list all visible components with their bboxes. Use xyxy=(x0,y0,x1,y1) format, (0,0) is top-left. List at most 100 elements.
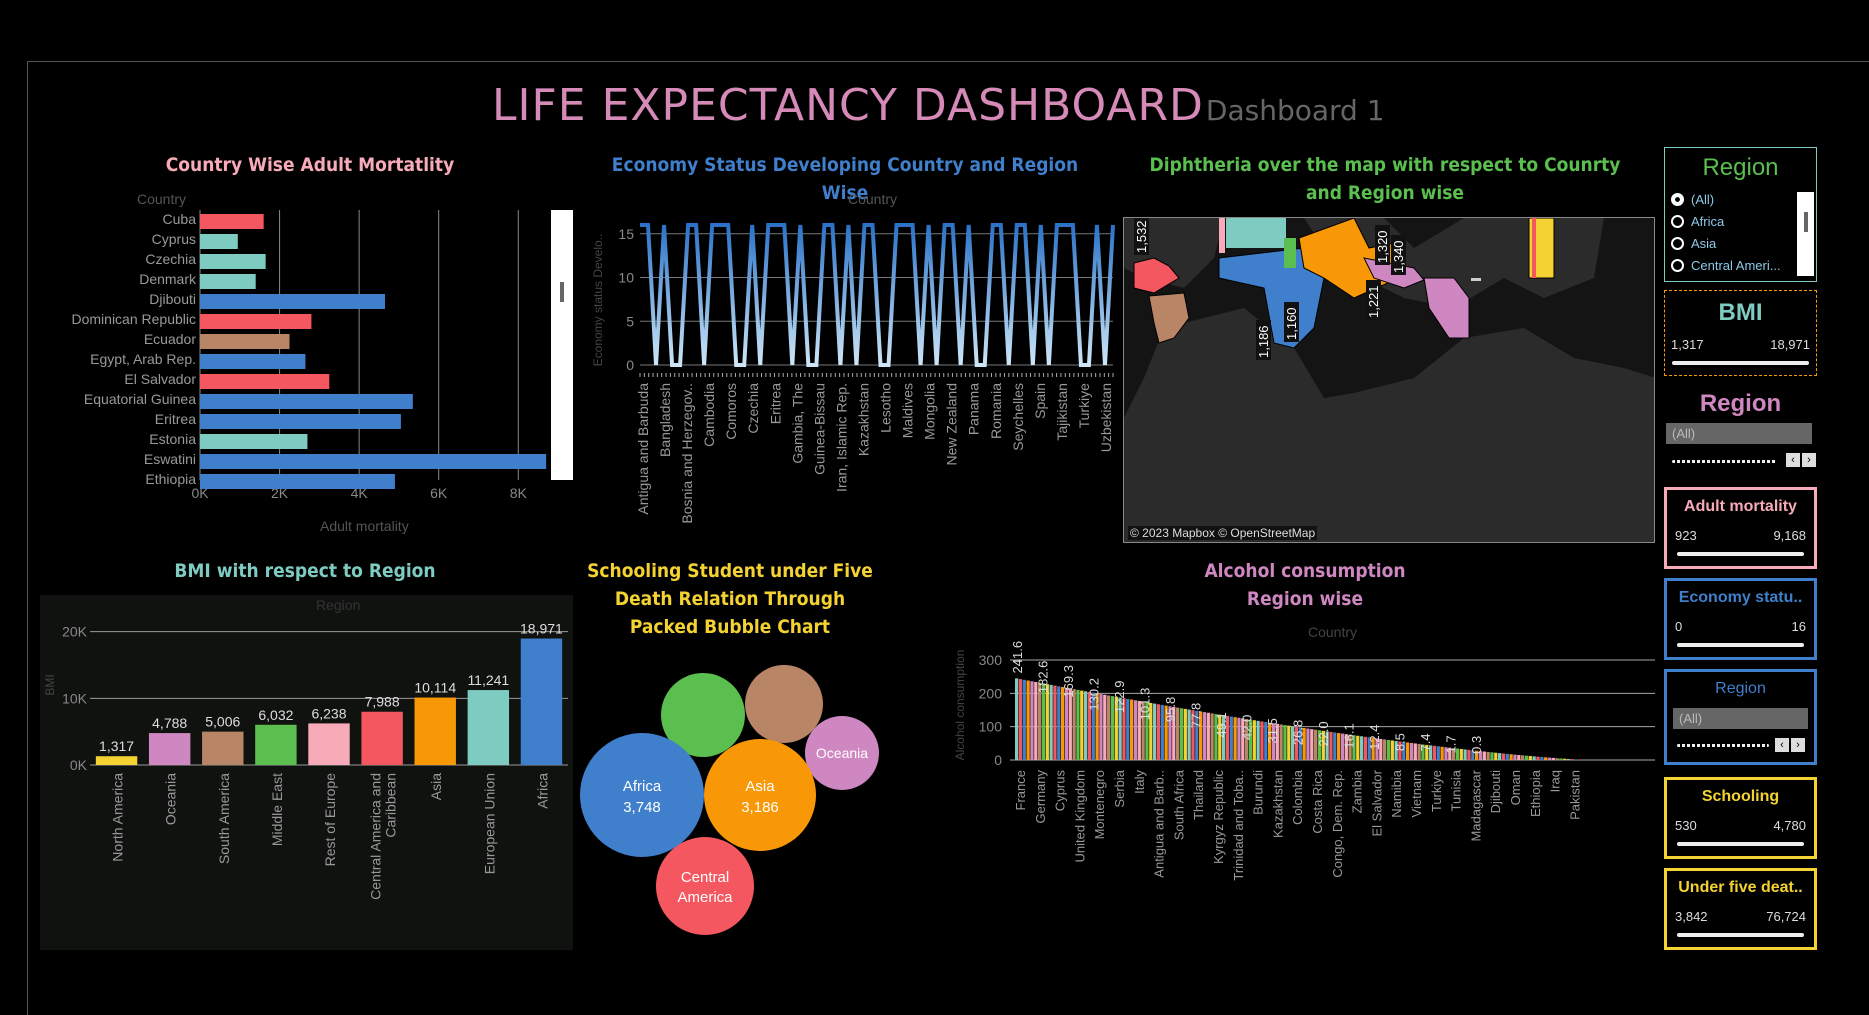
bar xyxy=(1517,754,1521,760)
bar xyxy=(1413,743,1417,760)
data-label: 22.0 xyxy=(1316,721,1331,746)
scrollbar-thumb[interactable] xyxy=(560,282,564,302)
data-label: 49.1 xyxy=(1214,712,1229,737)
x-tick-label: Maldives xyxy=(900,383,916,438)
bar xyxy=(1057,686,1061,760)
bubble-south-america[interactable] xyxy=(745,665,823,743)
bar xyxy=(1383,739,1387,760)
prev-button[interactable]: ‹ xyxy=(1775,738,1789,752)
under-five-filter[interactable]: Under five deat.. 3,842 76,724 xyxy=(1664,868,1817,950)
diphtheria-map[interactable]: 1,532 1,186 1,160 1,221 1,320 1,340 © 2023 Ma… xyxy=(1123,217,1655,543)
x-tick-label: Asia xyxy=(428,773,444,800)
x-tick-label: New Zealand xyxy=(944,383,960,466)
region-dropdown-filter-1[interactable]: Region (All) ‹ › xyxy=(1664,385,1817,471)
range-track[interactable] xyxy=(1677,744,1769,747)
range-track[interactable] xyxy=(1677,552,1804,556)
bar xyxy=(1425,744,1429,760)
bar xyxy=(1559,758,1563,760)
data-label: 1,317 xyxy=(99,738,134,754)
bubble-middle-east[interactable] xyxy=(661,673,745,757)
x-tick-label: Italy xyxy=(1132,770,1147,794)
bar xyxy=(1103,694,1107,760)
bar xyxy=(1321,730,1325,760)
range-min: 3,842 xyxy=(1675,909,1708,924)
range-track[interactable] xyxy=(1672,361,1809,365)
bubble-title-line: Packed Bubble Chart xyxy=(629,616,831,638)
bubble-label-oceania: Oceania xyxy=(816,745,868,761)
bar xyxy=(1233,717,1237,760)
bar xyxy=(1275,723,1279,760)
bar xyxy=(1567,758,1571,760)
range-track[interactable] xyxy=(1677,933,1804,937)
filter-title: BMI xyxy=(1718,299,1763,326)
land xyxy=(1124,308,1654,542)
bmi-filter[interactable]: BMI 1,317 18,971 xyxy=(1664,290,1817,376)
next-button[interactable]: › xyxy=(1802,453,1816,467)
bar xyxy=(1260,721,1264,760)
bubble-central-america[interactable] xyxy=(656,837,754,935)
bar xyxy=(1214,714,1218,760)
radio-list-scrollbar[interactable] xyxy=(1797,192,1814,276)
bubble-asia[interactable] xyxy=(704,739,816,851)
x-tick-label: Bosnia and Herzegov.. xyxy=(679,383,695,524)
range-track[interactable] xyxy=(1677,842,1804,846)
bar xyxy=(1467,749,1471,760)
bar xyxy=(1398,741,1402,760)
bar xyxy=(1337,733,1341,760)
data-label: 18,971 xyxy=(520,621,563,637)
prev-button[interactable]: ‹ xyxy=(1786,453,1800,467)
bubble-oceania[interactable] xyxy=(805,716,879,790)
bar xyxy=(1110,696,1115,760)
x-tick-label: Iran, Islamic Rep. xyxy=(833,383,849,492)
radio-option-africa[interactable]: Africa xyxy=(1671,214,1724,229)
map-canvas: 1,532 1,186 1,160 1,221 1,320 1,340 xyxy=(1124,218,1654,542)
economy-title: Economy Status Developing Country and Re… xyxy=(611,154,1079,204)
x-tick-label: Tunisia xyxy=(1449,769,1464,811)
y-tick-label: El Salvador xyxy=(124,371,196,387)
bar xyxy=(1164,705,1168,760)
bar xyxy=(1141,701,1145,760)
radio-option-central-america[interactable]: Central Ameri... xyxy=(1671,258,1781,273)
x-tick-label: Iraq xyxy=(1548,770,1563,792)
region-south-america xyxy=(1148,292,1190,344)
bar xyxy=(1091,692,1095,760)
x-tick-label: 6K xyxy=(430,485,448,501)
map-label-bg xyxy=(1256,320,1271,360)
filter-title: Region xyxy=(1702,154,1779,181)
range-track[interactable] xyxy=(1677,643,1804,647)
filter-title: Region xyxy=(1715,680,1766,697)
bar xyxy=(1394,740,1398,760)
range-track[interactable] xyxy=(1672,460,1777,463)
y-tick-label: 0K xyxy=(70,757,88,773)
bubble-label-america: America xyxy=(677,889,733,906)
radio-option-asia[interactable]: Asia xyxy=(1671,236,1716,251)
region-dropdown-filter-2[interactable]: Region (All) ‹ › xyxy=(1664,669,1817,765)
bar xyxy=(1363,736,1368,760)
adult-mortality-filter[interactable]: Adult mortality 923 9,168 xyxy=(1664,487,1817,569)
adult-mortality-scrollbar[interactable] xyxy=(551,210,573,480)
data-label: 10,114 xyxy=(414,680,456,696)
radio-option-all[interactable]: (All) xyxy=(1671,192,1714,207)
bar xyxy=(1317,730,1322,760)
bubble-label-africa: Africa xyxy=(623,778,662,795)
bar xyxy=(1509,754,1513,760)
bubble-africa[interactable] xyxy=(580,733,704,857)
bar xyxy=(200,274,256,289)
bubble-title-line: Death Relation Through xyxy=(614,588,846,610)
data-label: 26.8 xyxy=(1291,720,1306,745)
next-button[interactable]: › xyxy=(1791,738,1805,752)
bar xyxy=(1417,743,1421,760)
y-tick-label: Cuba xyxy=(163,211,197,227)
data-label: 169.3 xyxy=(1061,665,1076,698)
bar xyxy=(255,724,297,765)
map-attribution: © 2023 Mapbox © OpenStreetMap xyxy=(1128,526,1318,540)
region-radio-filter[interactable]: Region (All) Africa Asia Central Ameri..… xyxy=(1664,147,1817,282)
bar xyxy=(1041,683,1046,760)
schooling-filter[interactable]: Schooling 530 4,780 xyxy=(1664,777,1817,859)
bar xyxy=(1375,738,1379,760)
x-tick-label: Cyprus xyxy=(1053,770,1068,812)
region-middle-east xyxy=(1284,238,1296,268)
region-dropdown[interactable]: (All) xyxy=(1673,708,1808,729)
economy-filter[interactable]: Economy statu.. 0 16 xyxy=(1664,578,1817,660)
region-dropdown[interactable]: (All) xyxy=(1666,423,1812,444)
